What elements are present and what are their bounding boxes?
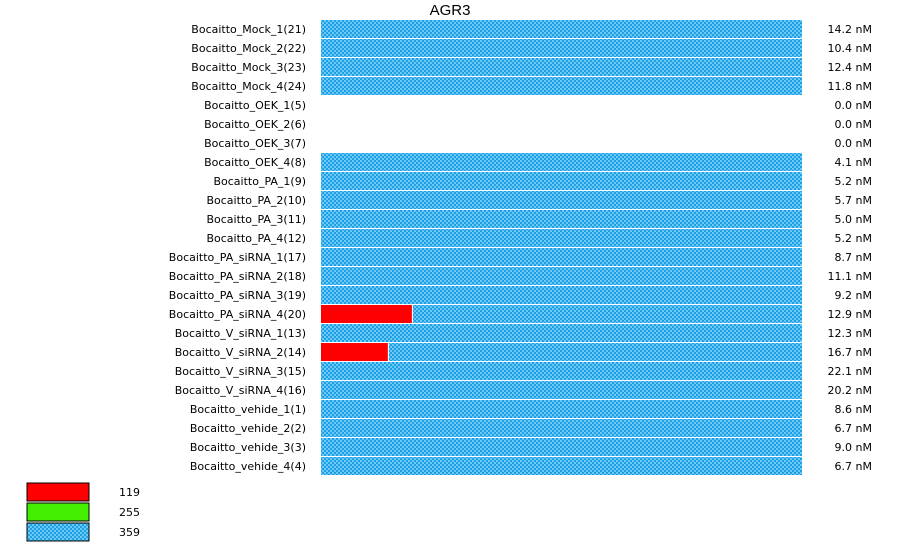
row-label: Bocaitto_OEK_1(5) [204,99,306,112]
bar-segment-359 [321,229,802,247]
legend-swatch-119 [26,482,90,502]
bar-segment-359 [321,20,802,38]
row-label: Bocaitto_PA_siRNA_1(17) [169,251,306,264]
bar-rows: Bocaitto_Mock_1(21) 14.2 nM Bocaitto_Mock_… [169,20,872,475]
bar-segment-359 [412,305,802,323]
row-value: 5.7 nM [835,194,872,207]
row-value: 16.7 nM [828,346,872,359]
row-value: 5.2 nM [835,175,872,188]
row-label: Bocaitto_Mock_2(22) [191,42,306,55]
legend-swatch-255 [26,502,90,522]
row-label: Bocaitto_Mock_4(24) [191,80,306,93]
bar-segment-359 [321,191,802,209]
bar-segment-119 [321,305,413,323]
bar-segment-359 [321,457,802,475]
row-value: 10.4 nM [828,42,872,55]
row-value: 14.2 nM [828,23,872,36]
row-label: Bocaitto_PA_4(12) [206,232,306,245]
row-label: Bocaitto_Mock_3(23) [191,61,306,74]
row-label: Bocaitto_PA_siRNA_4(20) [169,308,306,321]
legend-swatch-359 [26,522,90,542]
row-label: Bocaitto_PA_siRNA_3(19) [169,289,306,302]
bar-segment-359 [321,267,802,285]
row-label: Bocaitto_PA_1(9) [213,175,306,188]
row-value: 5.0 nM [835,213,872,226]
legend-label: 119 [119,486,140,499]
row-value: 11.8 nM [828,80,872,93]
bar-segment-359 [321,39,802,57]
bar-segment-359 [321,153,802,171]
chart-title: AGR3 [430,2,471,19]
row-label: Bocaitto_PA_2(10) [206,194,306,207]
row-value: 0.0 nM [835,99,872,112]
bar-segment-359 [321,58,802,76]
bar-segment-359 [321,324,802,342]
row-value: 8.7 nM [835,251,872,264]
bar-segment-119 [321,343,389,361]
row-value: 5.2 nM [835,232,872,245]
row-label: Bocaitto_OEK_4(8) [204,156,306,169]
bar-segment-359 [321,381,802,399]
row-value: 11.1 nM [828,270,872,283]
row-value: 12.3 nM [828,327,872,340]
row-label: Bocaitto_V_siRNA_1(13) [175,327,306,340]
bar-segment-359 [321,77,802,95]
row-value: 20.2 nM [828,384,872,397]
row-label: Bocaitto_vehide_3(3) [190,441,306,454]
row-label: Bocaitto_OEK_2(6) [204,118,306,131]
bar-segment-359 [388,343,802,361]
row-value: 9.2 nM [835,289,872,302]
row-label: Bocaitto_PA_siRNA_2(18) [169,270,306,283]
row-value: 0.0 nM [835,137,872,150]
row-value: 4.1 nM [835,156,872,169]
row-value: 6.7 nM [835,422,872,435]
row-value: 6.7 nM [835,460,872,473]
bar-segment-359 [321,362,802,380]
row-label: Bocaitto_PA_3(11) [206,213,306,226]
row-value: 8.6 nM [835,403,872,416]
bar-segment-359 [321,438,802,456]
row-label: Bocaitto_V_siRNA_3(15) [175,365,306,378]
row-label: Bocaitto_V_siRNA_4(16) [175,384,306,397]
bar-segment-359 [321,419,802,437]
legend-label: 255 [119,506,140,519]
legend-label: 359 [119,526,140,539]
bar-segment-359 [321,286,802,304]
bar-segment-359 [321,248,802,266]
row-value: 22.1 nM [828,365,872,378]
row-label: Bocaitto_vehide_1(1) [190,403,306,416]
row-label: Bocaitto_OEK_3(7) [204,137,306,150]
row-label: Bocaitto_vehide_4(4) [190,460,306,473]
bar-segment-359 [321,400,802,418]
legend: 119 255 359 [26,482,140,542]
row-label: Bocaitto_V_siRNA_2(14) [175,346,306,359]
row-label: Bocaitto_Mock_1(21) [191,23,306,36]
row-value: 12.4 nM [828,61,872,74]
bar-segment-359 [321,172,802,190]
row-value: 12.9 nM [828,308,872,321]
bar-segment-359 [321,210,802,228]
row-label: Bocaitto_vehide_2(2) [190,422,306,435]
row-value: 9.0 nM [835,441,872,454]
row-value: 0.0 nM [835,118,872,131]
